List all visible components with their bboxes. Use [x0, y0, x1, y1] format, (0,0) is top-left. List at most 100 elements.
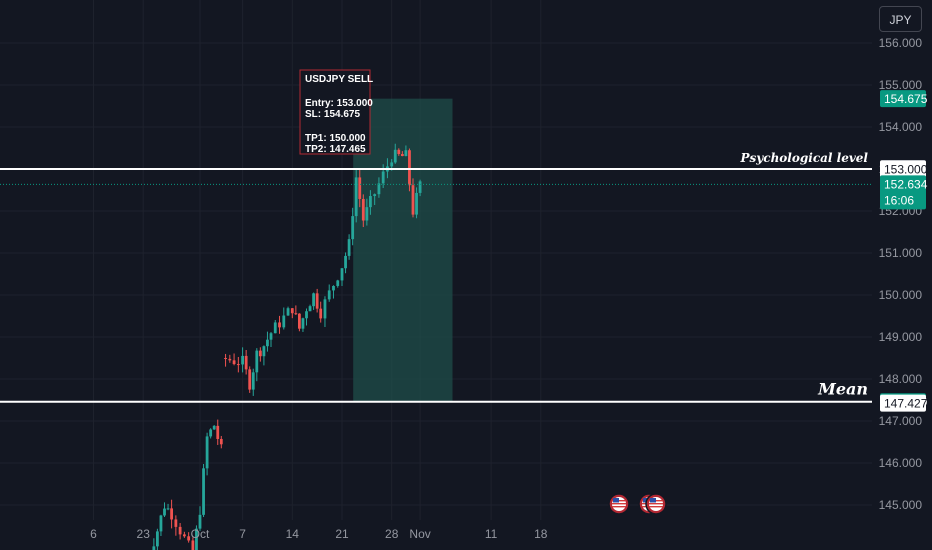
candle-body — [354, 177, 358, 217]
candle — [377, 177, 381, 198]
candle-body — [170, 508, 173, 520]
candle-body — [159, 515, 163, 532]
price-tag-label: 152.634 — [884, 177, 928, 191]
x-tick-label: Oct — [191, 527, 210, 541]
price-tag-label: 153.000 — [884, 163, 928, 177]
candle-body — [258, 350, 262, 357]
price-tag-bg — [880, 90, 926, 108]
candle-body — [152, 546, 156, 550]
candle-body — [241, 355, 244, 365]
x-tick-label: 6 — [90, 527, 97, 541]
candle-body — [294, 313, 298, 315]
candle — [244, 349, 248, 375]
x-tick-label: 23 — [137, 527, 151, 541]
candle-body — [312, 293, 315, 307]
note-title: USDJPY SELL — [305, 74, 373, 85]
flag-stripe — [612, 503, 626, 505]
candle-body — [290, 308, 294, 314]
flag-canton — [613, 498, 619, 503]
y-tick-label: 147.000 — [879, 414, 923, 428]
candle-body — [163, 508, 166, 516]
price-tag: 153.000 — [880, 160, 928, 178]
currency-button[interactable]: JPY — [879, 6, 922, 32]
candle — [163, 502, 166, 517]
candle — [301, 317, 305, 332]
candle — [411, 178, 415, 218]
candle — [182, 531, 186, 538]
candle — [404, 145, 408, 157]
candle — [418, 179, 422, 197]
candle — [166, 503, 170, 511]
x-tick-label: 11 — [485, 527, 498, 541]
x-tick-label: 14 — [286, 527, 300, 541]
note-tp2: TP2: 147.465 — [305, 144, 366, 155]
candle — [216, 419, 220, 445]
candle — [170, 499, 173, 529]
candle-body — [358, 177, 362, 199]
candle — [232, 353, 236, 366]
candle-body — [415, 192, 418, 215]
candle-body — [305, 311, 308, 319]
candle-body — [195, 528, 198, 550]
candle — [400, 151, 404, 157]
candle — [294, 305, 298, 316]
candle — [312, 292, 315, 310]
candle-body — [319, 308, 323, 319]
flag-stripe — [649, 506, 663, 508]
candle — [187, 532, 191, 543]
candle-body — [286, 308, 290, 316]
y-tick-label: 148.000 — [879, 372, 923, 386]
candle — [278, 315, 281, 334]
candle — [415, 187, 418, 219]
candle — [212, 425, 216, 430]
candle-body — [219, 438, 223, 445]
candle — [365, 198, 369, 226]
candle-body — [361, 198, 365, 221]
candle — [191, 537, 195, 550]
y-tick-label: 154.000 — [879, 120, 923, 134]
candle-body — [191, 540, 195, 550]
candle — [315, 288, 319, 313]
candle — [323, 296, 327, 328]
candle-body — [373, 194, 377, 197]
candle-body — [251, 372, 255, 390]
candle-body — [323, 299, 327, 319]
candle — [248, 366, 252, 393]
candle — [174, 515, 178, 536]
candle-body — [202, 468, 205, 515]
candle-body — [315, 293, 319, 309]
candle — [332, 285, 335, 299]
candle-body — [232, 360, 236, 365]
candle — [358, 168, 362, 208]
candle — [228, 354, 232, 363]
candle — [224, 353, 227, 367]
candle-body — [282, 315, 286, 328]
candle-body — [166, 508, 170, 510]
x-tick-label: 7 — [239, 527, 246, 541]
candle — [241, 347, 244, 373]
price-tag: 147.427 — [880, 394, 928, 412]
note-tp1: TP1: 150.000 — [305, 133, 366, 144]
y-tick-label: 150.000 — [879, 288, 923, 302]
candle-body — [266, 339, 269, 347]
candle-body — [205, 436, 209, 469]
candle-body — [236, 364, 240, 366]
candle — [397, 148, 401, 156]
candle — [340, 267, 344, 286]
candle — [236, 356, 240, 373]
candle-body — [224, 358, 227, 359]
candle-body — [178, 526, 182, 535]
candle — [205, 432, 209, 476]
candle-body — [269, 333, 273, 340]
candle-body — [332, 285, 335, 291]
candle — [258, 347, 262, 362]
candle-body — [187, 536, 191, 541]
candle-body — [198, 514, 202, 529]
y-tick-label: 146.000 — [879, 456, 923, 470]
candle — [255, 348, 259, 382]
x-tick-label: 28 — [385, 527, 399, 541]
candle — [273, 319, 277, 334]
x-tick-label: Nov — [409, 527, 430, 541]
